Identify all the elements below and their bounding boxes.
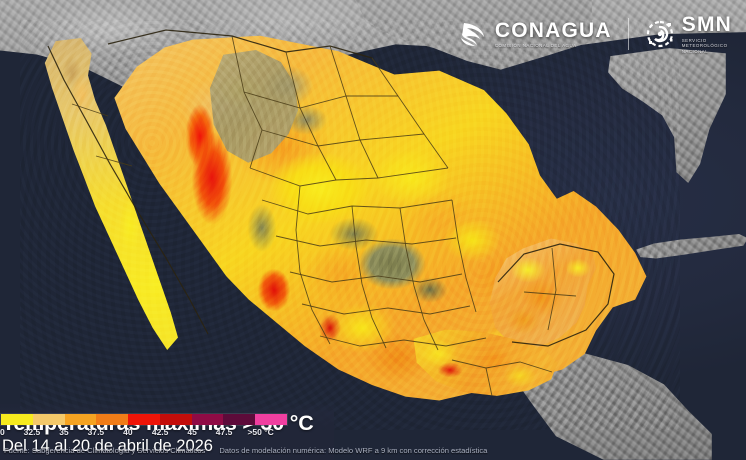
- legend-tick-0: 30: [0, 427, 5, 437]
- legend-color-bar: [0, 413, 288, 426]
- legend-swatch-7: [223, 414, 256, 425]
- conagua-eagle-water-icon: [458, 19, 488, 49]
- legend-tick-5: 42.5: [151, 427, 169, 437]
- footer-model: Datos de modelación numérica: Modelo WRF…: [219, 445, 488, 455]
- legend-tick-6: 45: [187, 427, 197, 437]
- legend-tick-labels: 30 32.5 35 37.5 40 42.5 45 47.5 >50 °C: [0, 426, 288, 438]
- brand-divider: [627, 18, 629, 50]
- conagua-logo: CONAGUA COMISIÓN NACIONAL DEL AGUA: [458, 19, 612, 49]
- smn-subtitle: SERVICIO METEOROLÓGICO NACIONAL: [681, 37, 728, 54]
- legend-swatch-2: [64, 414, 97, 425]
- smn-aztec-spiral-icon: [645, 19, 675, 49]
- temperature-legend: 30 32.5 35 37.5 40 42.5 45 47.5 >50 °C: [0, 413, 300, 438]
- legend-swatch-3: [96, 414, 129, 425]
- legend-tick-4: 40: [123, 427, 133, 437]
- brand-header: CONAGUA COMISIÓN NACIONAL DEL AGUA SMN S…: [458, 14, 732, 54]
- legend-swatch-6: [191, 414, 224, 425]
- legend-tick-1: 32.5: [23, 427, 41, 437]
- footer-source: Fuente: Subgerencia de Climatología y Se…: [4, 445, 206, 455]
- map-period: Del 14 al 20 de abril de 2026: [2, 437, 213, 455]
- smn-name: SMN: [681, 13, 732, 36]
- legend-tick-8: >50 °C: [247, 427, 274, 437]
- region-mexico-mainland: [114, 35, 647, 401]
- legend-swatch-8: [255, 414, 288, 425]
- legend-tick-2: 35: [59, 427, 69, 437]
- legend-swatch-1: [32, 414, 65, 425]
- conagua-subtitle: COMISIÓN NACIONAL DEL AGUA: [494, 43, 577, 48]
- map-footer: Fuente: Subgerencia de Climatología y Se…: [0, 440, 746, 460]
- legend-swatch-5: [159, 414, 192, 425]
- legend-swatch-4: [128, 414, 160, 425]
- legend-tick-3: 37.5: [87, 427, 105, 437]
- smn-logo: SMN SERVICIO METEOROLÓGICO NACIONAL: [645, 14, 732, 54]
- legend-swatch-0: [1, 414, 33, 425]
- conagua-name: CONAGUA: [494, 18, 612, 42]
- legend-tick-7: 47.5: [215, 427, 233, 437]
